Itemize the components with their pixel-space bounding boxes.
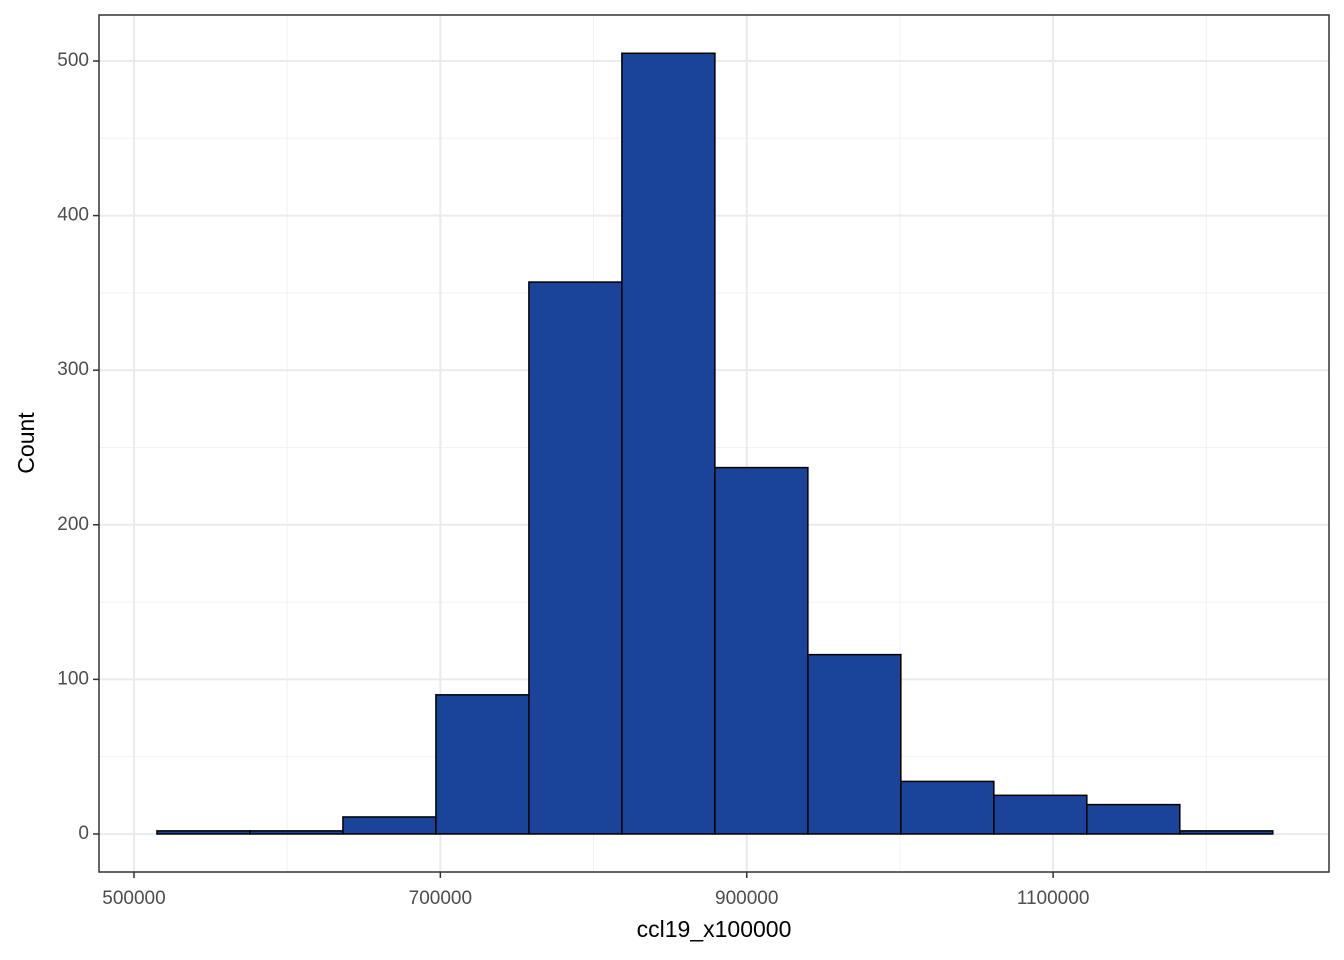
y-tick-label: 0 xyxy=(78,823,89,844)
bar xyxy=(993,794,1088,835)
bar xyxy=(1179,830,1274,835)
bar xyxy=(156,830,251,835)
y-tick-label: 300 xyxy=(57,359,89,380)
panel-border xyxy=(98,14,1330,873)
x-tick-label: 1100000 xyxy=(1017,888,1090,909)
x-tick-label: 500000 xyxy=(102,888,165,909)
bar xyxy=(621,52,716,835)
y-axis-title: Count xyxy=(13,412,39,474)
bar xyxy=(342,816,437,835)
x-tick-label: 900000 xyxy=(715,888,778,909)
y-tick-label: 200 xyxy=(57,514,89,535)
bar xyxy=(807,653,902,835)
y-tick-label: 500 xyxy=(57,50,89,71)
bar xyxy=(435,694,530,835)
x-tick-label: 700000 xyxy=(409,888,472,909)
bar xyxy=(249,830,344,835)
bar xyxy=(528,281,623,835)
bar xyxy=(1086,803,1181,835)
x-axis-title: ccl19_x100000 xyxy=(637,916,792,942)
bar xyxy=(900,780,995,835)
y-tick-label: 100 xyxy=(57,668,89,689)
bar xyxy=(714,466,809,835)
y-tick-label: 400 xyxy=(57,205,89,226)
